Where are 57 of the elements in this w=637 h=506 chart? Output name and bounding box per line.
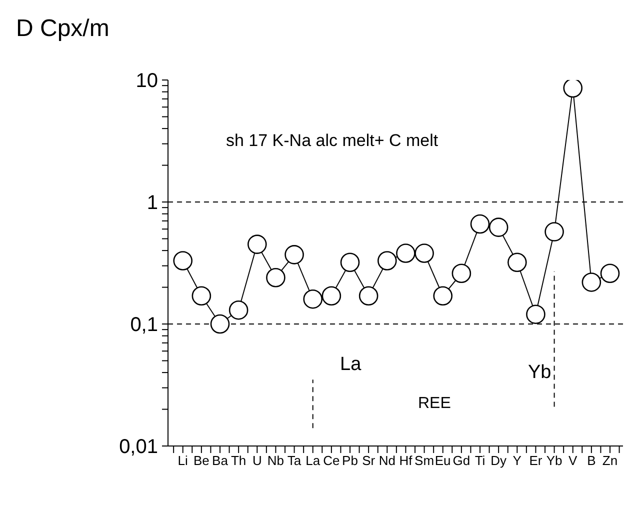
y-tick-label: 0,1 (130, 314, 158, 336)
x-tick-label: Th (230, 453, 246, 468)
x-tick-label: Ce (323, 453, 340, 468)
point (582, 272, 602, 292)
x-tick-label: Be (193, 453, 210, 468)
point (433, 286, 453, 306)
x-tick-label: Pb (342, 453, 358, 468)
point (358, 286, 378, 306)
annotation: La (340, 354, 362, 375)
point (192, 286, 212, 306)
point (488, 218, 508, 237)
point (322, 286, 342, 306)
x-tick-label: La (306, 453, 321, 468)
x-tick-label: Y (512, 453, 522, 468)
point (414, 244, 434, 263)
point (396, 244, 416, 263)
annotation: sh 17 K-Na alc melt+ C melt (226, 131, 438, 150)
point (173, 251, 193, 270)
point (452, 264, 472, 284)
x-tick-label: Sm (414, 453, 434, 468)
x-tick-label: Hf (399, 453, 413, 468)
x-tick-label: Ba (212, 453, 229, 468)
x-tick-label: Sr (362, 453, 376, 468)
y-tick-label: 1 (146, 192, 158, 214)
y-tick-label: 0,01 (119, 436, 158, 458)
x-tick-label: B (587, 453, 596, 468)
point (507, 252, 527, 272)
y-tick-label: 10 (136, 70, 158, 92)
point (210, 314, 230, 334)
point (470, 214, 490, 234)
y-axis-title: D Cpx/m (16, 15, 110, 42)
x-tick-label: Gd (452, 453, 470, 468)
x-tick-label: Nd (378, 453, 396, 468)
x-tick-label: Zn (602, 453, 618, 468)
point (544, 222, 564, 242)
x-tick-label: Yb (546, 453, 562, 468)
point (563, 80, 583, 98)
point (340, 252, 360, 272)
point (266, 268, 286, 288)
x-tick-label: Li (178, 453, 188, 468)
x-tick-label: Ta (287, 453, 302, 468)
point (284, 245, 304, 264)
x-tick-label: Nb (267, 453, 284, 468)
annotation: Yb (528, 362, 552, 383)
point (247, 234, 267, 254)
x-tick-label: Eu (434, 453, 451, 468)
x-tick-label: V (568, 453, 578, 468)
point (228, 300, 248, 320)
point (303, 289, 323, 309)
point (526, 304, 546, 324)
x-tick-label: Ti (474, 453, 486, 468)
x-tick-label: Dy (490, 453, 508, 468)
x-tick-label: Er (529, 453, 543, 468)
point (600, 264, 620, 284)
annotation: REE (418, 395, 451, 412)
point (377, 251, 397, 270)
x-tick-label: U (252, 453, 262, 468)
